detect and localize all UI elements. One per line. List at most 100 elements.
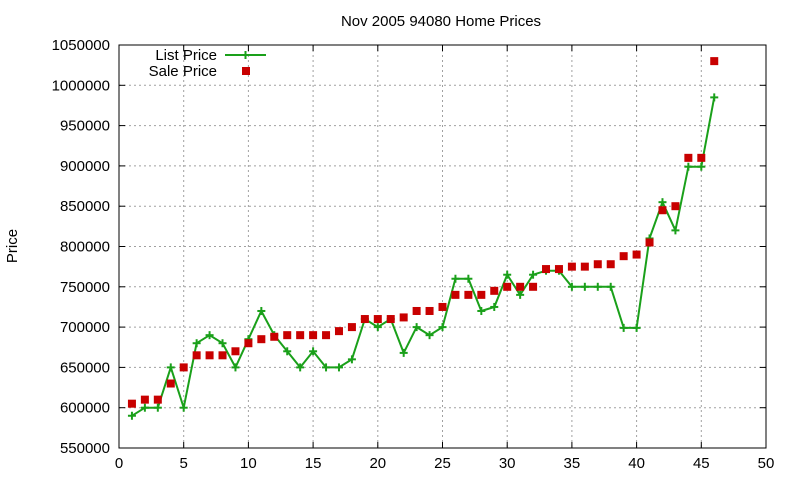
legend-label-list-price: List Price bbox=[155, 47, 217, 64]
sale-price-point bbox=[205, 351, 214, 360]
sale-price-point bbox=[697, 153, 706, 162]
sale-price-point bbox=[503, 282, 512, 291]
sale-price-point bbox=[231, 347, 240, 356]
y-tick-label: 550000 bbox=[60, 440, 110, 457]
sale-price-point bbox=[490, 286, 499, 295]
legend: List Price Sale Price bbox=[149, 47, 266, 80]
legend-label-sale-price: Sale Price bbox=[149, 63, 217, 80]
series-list-price bbox=[127, 93, 719, 420]
sale-price-point bbox=[710, 57, 719, 66]
sale-price-point bbox=[671, 202, 680, 211]
sale-price-point bbox=[360, 315, 369, 324]
list-price-point bbox=[231, 363, 240, 372]
sale-price-point bbox=[283, 331, 292, 340]
list-price-point bbox=[218, 339, 227, 348]
x-tick-label: 20 bbox=[369, 455, 386, 472]
list-price-point bbox=[322, 363, 331, 372]
sale-price-point bbox=[645, 238, 654, 247]
axis-ticks: 0 5 10 15 20 25 30 35 40 45 50 550000 600000 650000 70… bbox=[52, 37, 775, 472]
y-tick-label: 600000 bbox=[60, 400, 110, 417]
sale-price-point bbox=[179, 363, 188, 372]
legend-marker-list-price bbox=[241, 51, 250, 59]
list-price-point bbox=[619, 323, 628, 332]
sale-price-point bbox=[399, 313, 408, 322]
list-price-point bbox=[606, 282, 615, 291]
list-price-point bbox=[490, 302, 499, 311]
y-tick-label: 700000 bbox=[60, 319, 110, 336]
sale-price-point bbox=[127, 399, 136, 408]
chart-title: Nov 2005 94080 Home Prices bbox=[341, 13, 541, 30]
sale-price-point bbox=[567, 262, 576, 271]
sale-price-point bbox=[593, 260, 602, 269]
sale-price-point bbox=[529, 282, 538, 291]
list-price-point bbox=[296, 363, 305, 372]
sale-price-point bbox=[244, 339, 253, 348]
list-price-point bbox=[334, 363, 343, 372]
y-tick-label: 900000 bbox=[60, 158, 110, 175]
list-price-point bbox=[140, 403, 149, 412]
list-price-point bbox=[593, 282, 602, 291]
sale-price-point bbox=[632, 250, 641, 259]
list-price-point bbox=[399, 348, 408, 357]
list-price-point bbox=[438, 323, 447, 332]
x-tick-label: 0 bbox=[115, 455, 123, 472]
sale-price-point bbox=[606, 260, 615, 269]
sale-price-point bbox=[619, 252, 628, 261]
sale-price-point bbox=[580, 262, 589, 271]
sale-price-point bbox=[334, 327, 343, 336]
y-tick-label: 650000 bbox=[60, 359, 110, 376]
sale-price-point bbox=[477, 290, 486, 299]
list-price-point bbox=[425, 331, 434, 340]
sale-price-point bbox=[542, 265, 551, 274]
sale-price-point bbox=[373, 315, 382, 324]
sale-price-point bbox=[140, 395, 149, 404]
y-tick-label: 800000 bbox=[60, 239, 110, 256]
series-sale-price bbox=[127, 57, 719, 408]
list-price-point bbox=[516, 290, 525, 299]
x-tick-label: 15 bbox=[305, 455, 322, 472]
sale-price-point bbox=[412, 306, 421, 315]
sale-price-point bbox=[296, 331, 305, 340]
list-price-point bbox=[503, 270, 512, 279]
list-price-point bbox=[632, 323, 641, 332]
list-price-point bbox=[153, 403, 162, 412]
plot-frame bbox=[118, 44, 767, 449]
list-price-point bbox=[684, 162, 693, 171]
sale-price-point bbox=[257, 335, 266, 344]
sale-price-point bbox=[438, 302, 447, 311]
grid-lines bbox=[119, 45, 766, 448]
sale-price-point bbox=[658, 206, 667, 215]
y-tick-label: 850000 bbox=[60, 198, 110, 215]
list-price-point bbox=[529, 270, 538, 279]
list-price-point bbox=[347, 355, 356, 364]
list-price-point bbox=[580, 282, 589, 291]
list-price-point bbox=[567, 282, 576, 291]
x-tick-label: 35 bbox=[564, 455, 581, 472]
x-tick-label: 45 bbox=[693, 455, 710, 472]
y-tick-label: 750000 bbox=[60, 279, 110, 296]
x-tick-label: 25 bbox=[434, 455, 451, 472]
sale-price-point bbox=[451, 290, 460, 299]
sale-price-point bbox=[218, 351, 227, 360]
x-tick-label: 5 bbox=[180, 455, 188, 472]
list-price-point bbox=[283, 347, 292, 356]
sale-price-point bbox=[270, 332, 279, 341]
y-axis-label: Price bbox=[4, 229, 21, 263]
sale-price-point bbox=[322, 331, 331, 340]
sale-price-point bbox=[192, 351, 201, 360]
y-tick-label: 1050000 bbox=[52, 37, 110, 54]
sale-price-point bbox=[554, 265, 563, 274]
list-price-point bbox=[464, 274, 473, 283]
sale-price-point bbox=[684, 153, 693, 162]
y-tick-label: 1000000 bbox=[52, 77, 110, 94]
list-price-point bbox=[477, 306, 486, 315]
list-price-point bbox=[373, 323, 382, 332]
list-price-point bbox=[451, 274, 460, 283]
x-tick-label: 30 bbox=[499, 455, 516, 472]
x-tick-label: 50 bbox=[758, 455, 775, 472]
list-price-point bbox=[309, 347, 318, 356]
x-tick-label: 10 bbox=[240, 455, 257, 472]
list-price-point bbox=[658, 198, 667, 207]
list-price-point bbox=[671, 226, 680, 235]
